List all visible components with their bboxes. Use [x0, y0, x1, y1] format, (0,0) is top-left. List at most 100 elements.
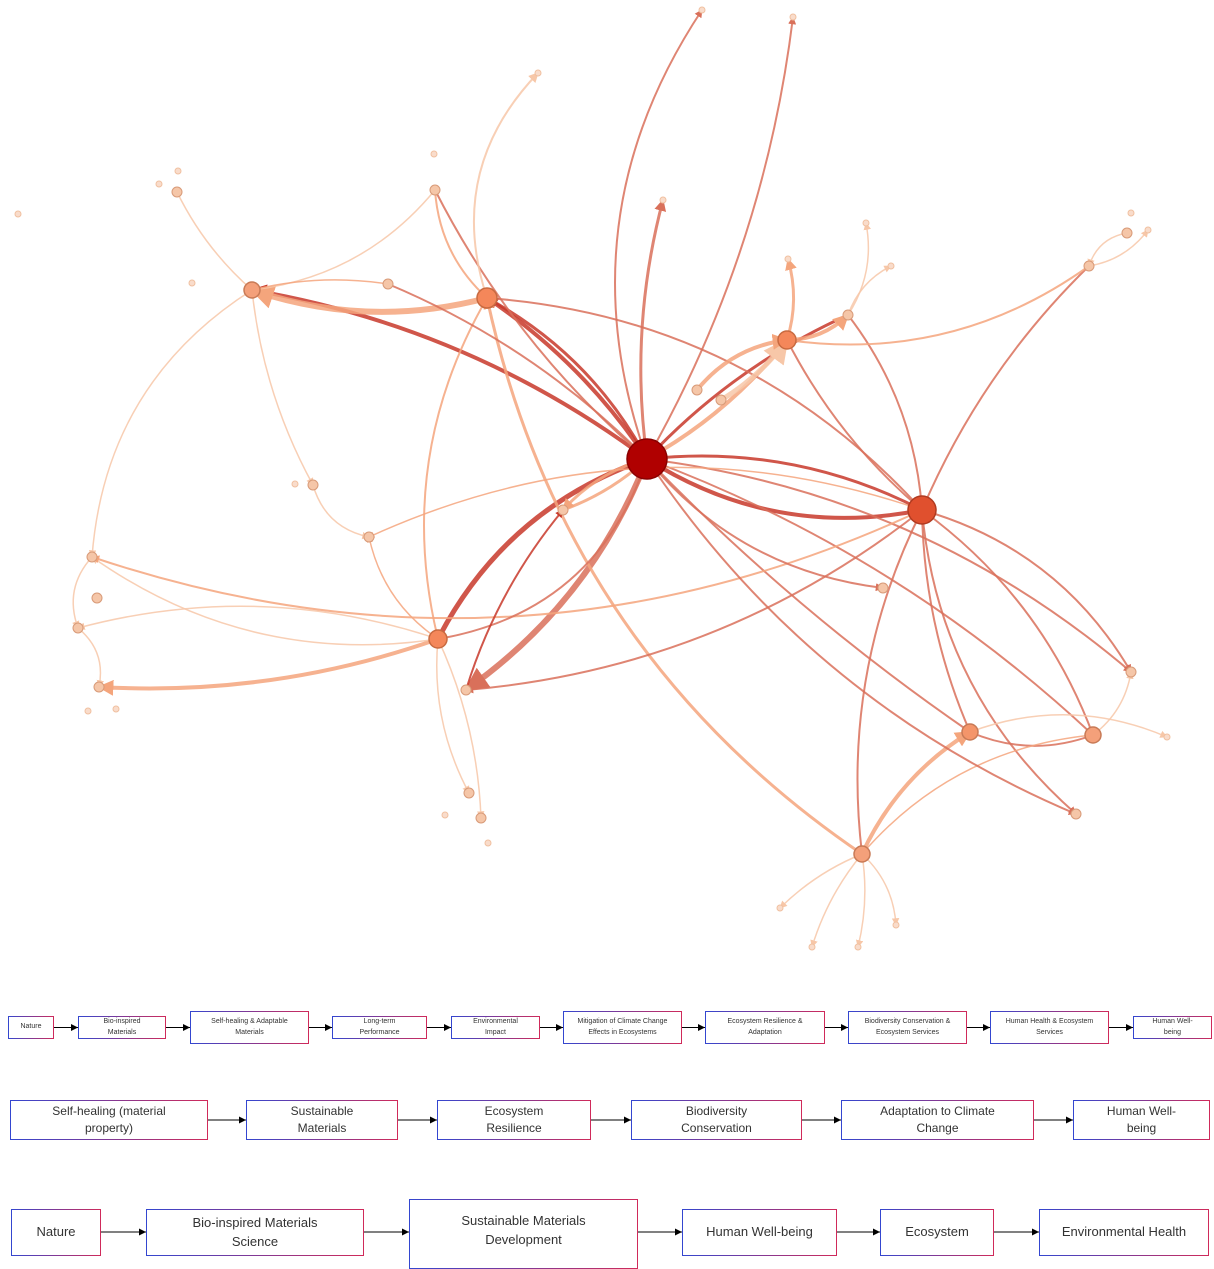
edge [77, 627, 105, 688]
edge [646, 458, 1132, 673]
edge [91, 556, 439, 646]
flow-step: Environmental Impact [451, 1016, 540, 1039]
edge [465, 509, 564, 691]
flow-step: Biodiversity Conservation & Ecosystem Se… [848, 1011, 967, 1044]
leaf-node [188, 279, 196, 287]
edge [176, 191, 253, 291]
edge [847, 265, 892, 316]
edge [921, 509, 1132, 673]
edge [465, 509, 923, 694]
small-node [1083, 260, 1095, 272]
small-node [93, 681, 105, 693]
small-node [877, 582, 889, 594]
edge [472, 72, 539, 299]
node [476, 287, 498, 309]
node [626, 438, 668, 480]
leaf-node [887, 262, 895, 270]
edge [646, 16, 797, 460]
edge [639, 198, 667, 460]
leaf-node [174, 167, 182, 175]
flow-step: Bio-inspired Materials Science [146, 1209, 364, 1256]
flow-step: Bio-inspired Materials [78, 1016, 166, 1039]
small-node [1121, 227, 1133, 239]
edge [861, 732, 1094, 855]
edge [847, 314, 926, 511]
leaf-node [441, 811, 449, 819]
flow-step: Long-term Performance [332, 1016, 427, 1039]
leaf-node [789, 13, 797, 21]
leaf-node [892, 921, 900, 929]
leaf-node [112, 705, 120, 713]
leaf-node [484, 839, 492, 847]
node [1084, 726, 1102, 744]
edge [464, 457, 650, 693]
edge [785, 257, 797, 341]
node [777, 330, 797, 350]
edge [97, 637, 439, 696]
small-node [86, 551, 98, 563]
edge [786, 265, 1090, 346]
leaf-node [862, 219, 870, 227]
leaf-node [776, 904, 784, 912]
flow-step: Ecosystem Resilience [437, 1100, 591, 1140]
edge [437, 458, 649, 640]
edge [1092, 671, 1134, 736]
edge [88, 289, 253, 558]
node [428, 629, 448, 649]
edge [434, 189, 648, 460]
flow-step: Sustainable Materials [246, 1100, 398, 1140]
flow-step: Nature [8, 1016, 54, 1039]
edge [249, 285, 488, 315]
edge [921, 265, 1090, 511]
edge [251, 279, 389, 292]
leaf-node [1163, 733, 1171, 741]
flow-step: Self-healing & Adaptable Materials [190, 1011, 309, 1044]
flow-step: Sustainable Materials Development [409, 1199, 638, 1269]
edge [614, 9, 703, 460]
edge [695, 333, 789, 392]
edge [437, 638, 485, 819]
small-node [691, 384, 703, 396]
small-node [429, 184, 441, 196]
small-node [460, 684, 472, 696]
edge [646, 458, 1077, 815]
leaf-node [84, 707, 92, 715]
leaf-node [14, 210, 22, 218]
flow-step: Nature [11, 1209, 101, 1256]
leaf-node [155, 180, 163, 188]
edge [646, 458, 971, 733]
edge [645, 457, 923, 520]
small-node [1070, 808, 1082, 820]
edge [861, 853, 900, 926]
leaf-node [854, 943, 862, 951]
leaf-node [1127, 209, 1135, 217]
small-node [1125, 666, 1137, 678]
edge [786, 339, 923, 511]
edge [423, 297, 488, 640]
edge [434, 189, 488, 299]
flow-step: Mitigation of Climate Change Effects in … [563, 1011, 682, 1044]
small-node [463, 787, 475, 799]
edge [436, 638, 470, 794]
edge [921, 509, 1095, 736]
edge [387, 283, 648, 460]
flow-step: Human Well-being [682, 1209, 837, 1256]
edge [367, 536, 439, 640]
edge [856, 509, 923, 855]
edge [486, 297, 923, 511]
edge [646, 458, 884, 592]
small-node [715, 394, 727, 406]
flow-step: Adaptation to Climate Change [841, 1100, 1034, 1140]
edge [860, 730, 972, 855]
leaf-node [1144, 226, 1152, 234]
edge [251, 189, 436, 293]
edge [855, 853, 866, 948]
leaf-node [808, 943, 816, 951]
edge [646, 458, 1094, 736]
flow-step: Biodiversity Conservation [631, 1100, 802, 1140]
edge [485, 296, 649, 460]
small-node [557, 504, 569, 516]
small-node [91, 592, 103, 604]
leaf-node [659, 196, 667, 204]
